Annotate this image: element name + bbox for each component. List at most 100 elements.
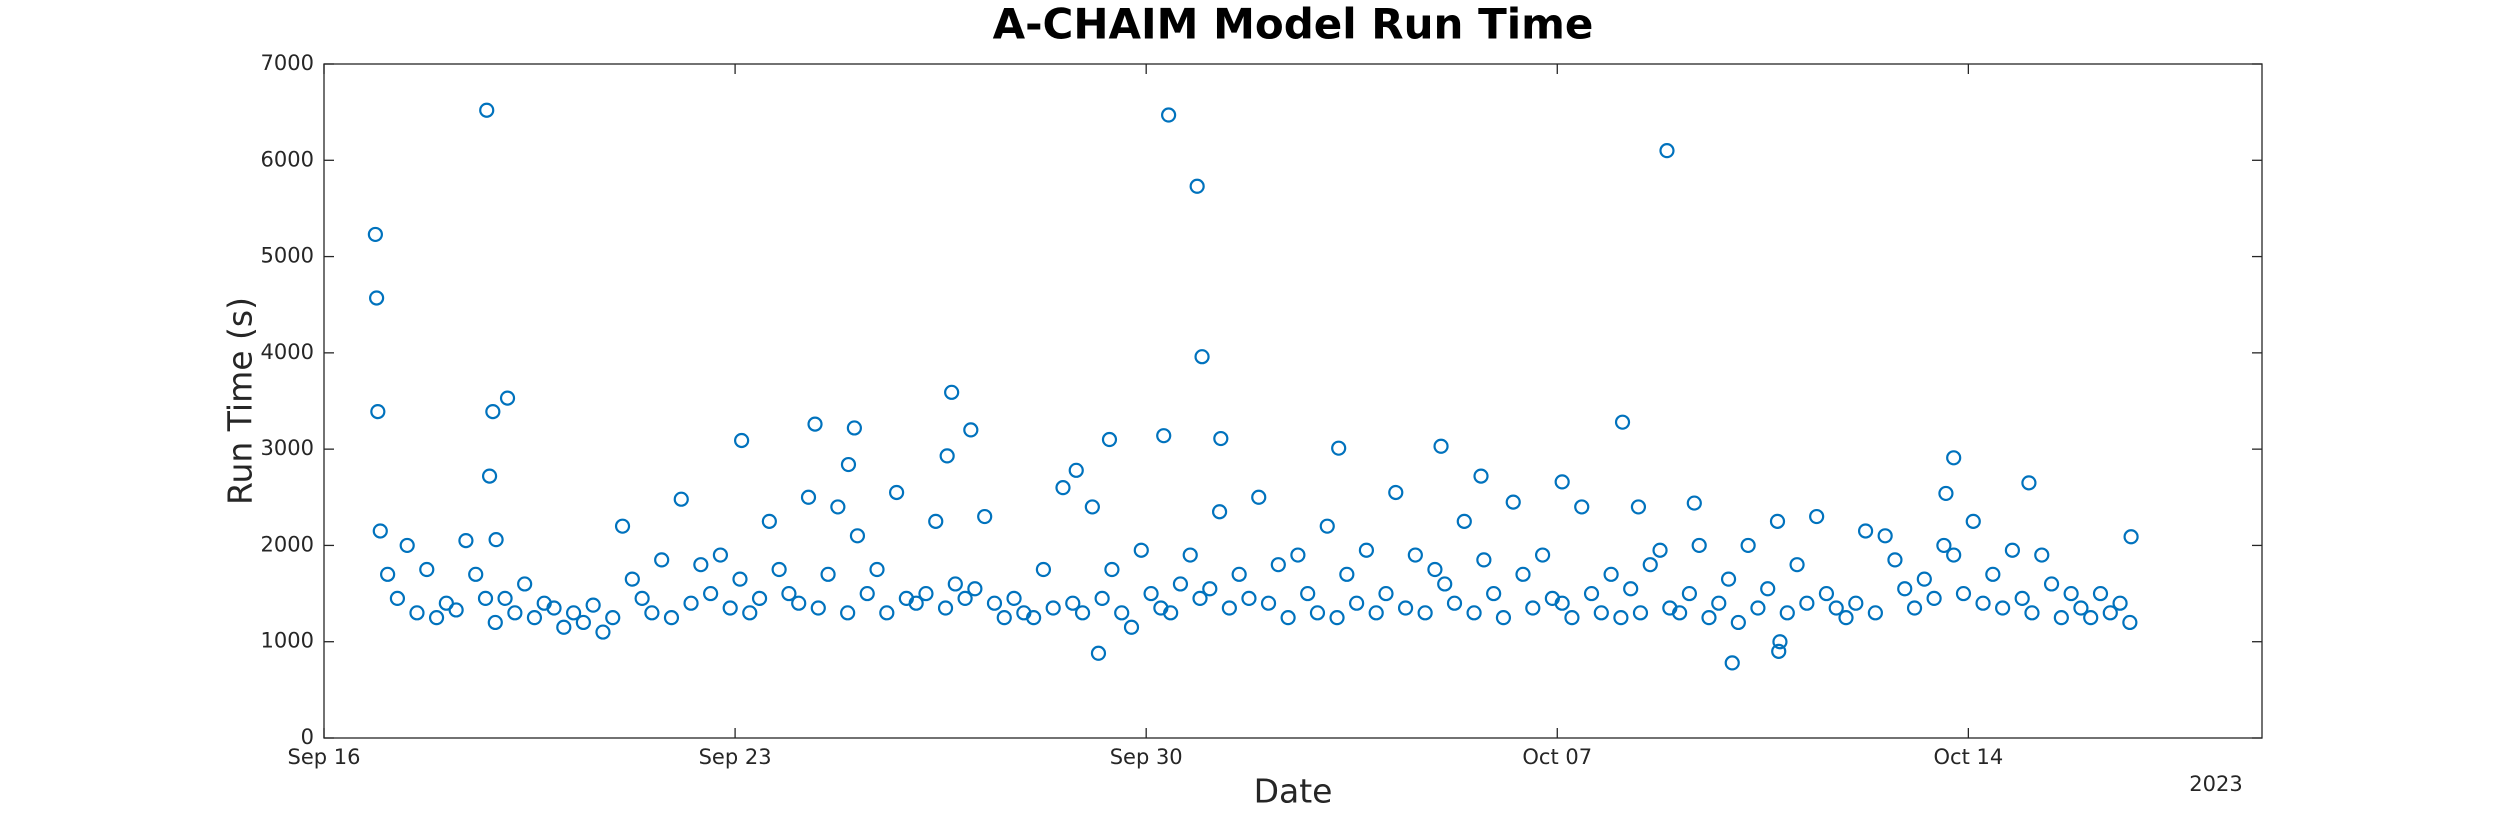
data-point bbox=[565, 605, 582, 621]
data-point bbox=[479, 102, 495, 118]
data-point bbox=[846, 420, 862, 436]
data-point bbox=[370, 403, 386, 420]
data-point bbox=[1065, 595, 1081, 611]
data-point bbox=[963, 422, 979, 438]
data-point bbox=[1123, 619, 1140, 635]
data-point bbox=[2102, 605, 2118, 621]
data-point bbox=[1574, 499, 1590, 515]
data-point bbox=[488, 532, 504, 548]
data-point bbox=[1642, 557, 1658, 573]
data-point bbox=[859, 585, 875, 602]
data-point bbox=[761, 513, 777, 529]
data-point bbox=[1280, 610, 1296, 626]
data-point bbox=[399, 537, 415, 554]
data-point bbox=[369, 290, 385, 306]
y-tick-label: 7000 bbox=[261, 51, 314, 75]
x-tick-label: Sep 16 bbox=[288, 745, 361, 769]
data-point bbox=[556, 619, 572, 635]
data-point bbox=[869, 561, 885, 578]
data-point bbox=[1593, 605, 1609, 621]
y-tick-label: 2000 bbox=[261, 532, 314, 556]
data-point bbox=[644, 605, 660, 621]
data-point bbox=[879, 605, 895, 621]
data-point bbox=[1975, 595, 1991, 611]
data-point bbox=[1331, 440, 1347, 456]
data-point bbox=[1724, 655, 1740, 671]
data-point bbox=[1995, 600, 2011, 616]
data-point bbox=[840, 605, 856, 621]
x-tick-label: Oct 14 bbox=[1934, 745, 2004, 769]
data-point bbox=[1194, 349, 1210, 365]
data-point bbox=[634, 590, 650, 606]
data-point bbox=[1926, 590, 1942, 606]
data-point bbox=[986, 595, 1003, 611]
x-year-label: 2023 bbox=[2189, 772, 2242, 796]
data-point bbox=[499, 390, 516, 406]
data-point bbox=[1946, 450, 1962, 466]
data-point bbox=[1938, 485, 1954, 502]
x-tick-label: Sep 23 bbox=[699, 745, 772, 769]
data-point bbox=[1182, 547, 1198, 563]
data-point bbox=[1603, 566, 1619, 582]
data-point bbox=[1686, 495, 1702, 511]
data-point bbox=[1251, 489, 1267, 505]
data-point bbox=[507, 605, 523, 621]
data-point bbox=[1848, 595, 1864, 611]
data-point bbox=[996, 610, 1012, 626]
data-point bbox=[977, 508, 993, 525]
data-point bbox=[1094, 590, 1110, 606]
data-point bbox=[1163, 605, 1179, 621]
y-tick-label: 4000 bbox=[261, 340, 314, 364]
data-point bbox=[1388, 484, 1404, 501]
data-point bbox=[517, 576, 533, 592]
data-point bbox=[1309, 605, 1326, 621]
data-point bbox=[1035, 561, 1052, 578]
data-point bbox=[1906, 600, 1923, 616]
data-point bbox=[937, 600, 954, 616]
data-point bbox=[1213, 430, 1229, 447]
data-point bbox=[367, 226, 383, 243]
data-point bbox=[1427, 561, 1443, 578]
data-point bbox=[1583, 585, 1600, 602]
data-point bbox=[830, 499, 846, 515]
y-axis-label: Run Time (s) bbox=[221, 297, 260, 505]
x-axis-label: Date bbox=[1254, 772, 1333, 811]
data-point bbox=[1161, 107, 1177, 123]
data-point bbox=[1368, 605, 1384, 621]
data-point bbox=[1965, 513, 1981, 529]
data-point bbox=[967, 581, 983, 597]
data-point bbox=[2083, 610, 2099, 626]
data-point bbox=[1505, 494, 1521, 510]
data-point bbox=[840, 456, 857, 473]
data-point bbox=[1068, 462, 1084, 478]
data-point bbox=[546, 600, 562, 616]
y-tick-label: 1000 bbox=[261, 629, 314, 653]
data-point bbox=[458, 533, 474, 549]
data-point bbox=[1554, 474, 1570, 490]
data-point bbox=[1270, 557, 1286, 573]
data-point bbox=[2034, 547, 2050, 563]
data-point bbox=[1329, 610, 1345, 626]
data-point bbox=[1760, 581, 1776, 597]
data-point bbox=[703, 585, 719, 602]
data-point bbox=[2004, 542, 2021, 558]
data-point bbox=[1681, 585, 1698, 602]
data-point bbox=[918, 585, 934, 602]
data-point bbox=[722, 600, 738, 616]
data-point bbox=[1887, 552, 1903, 568]
data-point bbox=[1055, 480, 1071, 496]
data-point bbox=[1143, 585, 1159, 602]
data-point bbox=[1515, 566, 1531, 582]
chart-title: A-CHAIM Model Run Time bbox=[993, 0, 1594, 49]
data-point bbox=[1211, 504, 1228, 520]
y-tick-label: 5000 bbox=[261, 244, 314, 268]
data-point bbox=[1623, 581, 1639, 597]
data-point bbox=[1779, 605, 1795, 621]
data-point bbox=[1701, 610, 1717, 626]
data-point bbox=[1114, 605, 1130, 621]
data-point bbox=[448, 602, 464, 618]
data-point bbox=[751, 590, 768, 606]
data-point bbox=[1446, 595, 1463, 611]
data-point bbox=[1101, 431, 1118, 448]
data-point bbox=[1358, 542, 1375, 558]
